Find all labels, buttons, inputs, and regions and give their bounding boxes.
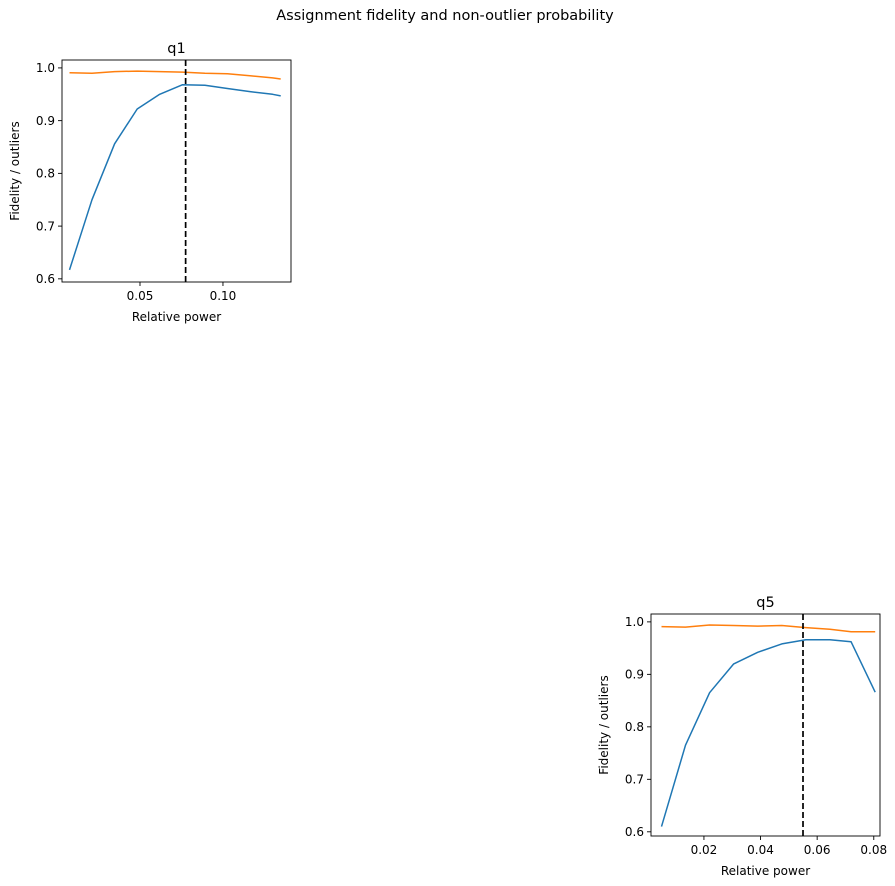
chart1-ytick-label: 0.9 xyxy=(36,114,55,128)
chart2-ytick-label: 0.9 xyxy=(625,668,644,682)
chart2-xtick-label: 0.06 xyxy=(804,843,831,857)
chart2-xtick-label: 0.02 xyxy=(691,843,718,857)
chart1-plot-frame xyxy=(61,59,292,283)
chart1-ytick-label: 0.6 xyxy=(36,272,55,286)
chart2-ylabel: Fidelity / outliers xyxy=(597,675,611,774)
chart2-xlabel: Relative power xyxy=(721,864,810,878)
chart2-ytick-label: 0.7 xyxy=(625,773,644,787)
chart2-xtick-label: 0.04 xyxy=(747,843,774,857)
chart2-xtick-label: 0.08 xyxy=(860,843,887,857)
chart2-ytick-label: 0.6 xyxy=(625,825,644,839)
chart2-plot-frame xyxy=(650,613,881,837)
figure-title: Assignment fidelity and non-outlier prob… xyxy=(276,8,614,24)
chart2-ytick-label: 1.0 xyxy=(625,615,644,629)
chart1-ytick-label: 0.8 xyxy=(36,167,55,181)
chart1-title: q1 xyxy=(167,41,185,57)
chart1-series-non_outlier-line xyxy=(69,70,281,80)
chart1-xlabel: Relative power xyxy=(132,310,221,324)
chart1-xtick-label: 0.05 xyxy=(127,289,154,303)
chart1-xtick-label: 0.10 xyxy=(210,289,237,303)
chart2-ytick-label: 0.8 xyxy=(625,720,644,734)
chart1-ytick-label: 0.7 xyxy=(36,219,55,233)
chart1-series-fidelity-line xyxy=(68,84,281,271)
chart2-title: q5 xyxy=(756,595,774,611)
chart2-series-non_outlier-line xyxy=(661,624,876,633)
chart1-ytick-label: 1.0 xyxy=(36,61,55,75)
chart2-series-fidelity-line xyxy=(660,638,876,827)
chart1-ylabel: Fidelity / outliers xyxy=(8,121,22,220)
